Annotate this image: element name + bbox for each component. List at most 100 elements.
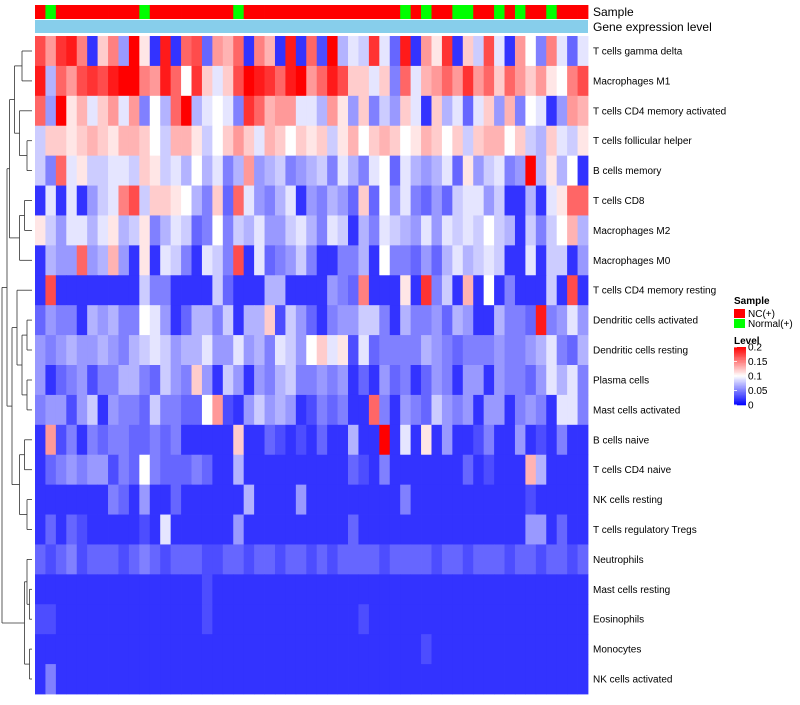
heatmap-cell xyxy=(337,454,349,486)
heatmap-cell xyxy=(306,155,318,186)
heatmap-cell xyxy=(514,394,526,426)
heatmap-cell xyxy=(546,634,558,665)
heatmap-cell xyxy=(118,514,130,545)
heatmap-cell xyxy=(410,544,422,575)
heatmap-cell xyxy=(483,215,495,246)
heatmap-cell xyxy=(108,394,119,426)
heatmap-cell xyxy=(97,365,109,396)
heatmap-cell xyxy=(212,424,224,456)
heatmap-cell xyxy=(118,484,130,515)
heatmap-cell xyxy=(66,245,78,276)
heatmap-cell xyxy=(55,484,67,515)
heatmap-cell xyxy=(128,365,140,396)
heatmap-cell xyxy=(567,245,578,276)
heatmap-cell xyxy=(431,245,443,276)
heatmap-cell xyxy=(431,544,443,575)
heatmap-cell xyxy=(306,185,318,216)
heatmap-cell xyxy=(514,36,526,67)
heatmap-cell xyxy=(274,664,286,695)
level-legend-gradient-step xyxy=(734,370,746,372)
heatmap-cell xyxy=(431,305,443,336)
heatmap-cell xyxy=(274,634,286,665)
heatmap-cell xyxy=(462,604,474,635)
heatmap-cell xyxy=(108,484,119,515)
heatmap-cell xyxy=(243,185,255,216)
heatmap-cell xyxy=(556,634,568,665)
heatmap-cell xyxy=(441,335,453,366)
heatmap-cell xyxy=(368,335,380,366)
heatmap-cell xyxy=(45,634,57,665)
heatmap-cell xyxy=(462,664,474,695)
heatmap-cell xyxy=(441,275,453,306)
row-label: Macrophages M0 xyxy=(593,256,671,267)
heatmap-cell xyxy=(504,275,516,306)
heatmap-cell xyxy=(222,215,234,246)
heatmap-cell xyxy=(400,484,412,515)
heatmap-cell xyxy=(567,185,578,216)
heatmap-cell xyxy=(337,664,349,695)
heatmap-cell xyxy=(368,394,380,426)
heatmap-cell xyxy=(233,574,245,605)
heatmap-cell xyxy=(76,215,88,246)
heatmap-cell xyxy=(222,185,234,216)
heatmap-cell xyxy=(264,125,276,157)
heatmap-cell xyxy=(473,185,485,216)
heatmap-cell xyxy=(66,305,78,336)
heatmap-cell xyxy=(389,634,401,665)
heatmap-cell xyxy=(55,664,67,695)
heatmap-cell xyxy=(45,335,57,366)
heatmap-cell xyxy=(358,275,370,306)
sample-annotation-cell xyxy=(327,5,338,19)
heatmap-cell xyxy=(348,245,359,276)
sample-legend-label: Normal(+) xyxy=(748,319,793,330)
heatmap-cell xyxy=(66,36,78,67)
level-legend-gradient-step xyxy=(734,368,746,371)
heatmap-cell xyxy=(264,155,276,186)
heatmap-cell xyxy=(191,664,203,695)
heatmap-cell xyxy=(222,634,234,665)
heatmap-cell xyxy=(139,544,151,575)
heatmap-cell xyxy=(128,185,140,216)
heatmap-cell xyxy=(285,335,297,366)
heatmap-cell xyxy=(139,215,151,246)
heatmap-cell xyxy=(170,95,182,127)
heatmap-cell xyxy=(233,36,245,67)
heatmap-cell xyxy=(55,454,67,486)
heatmap-cell xyxy=(108,454,119,486)
heatmap-cell xyxy=(473,305,485,336)
heatmap-cell xyxy=(55,514,67,545)
heatmap-cell xyxy=(556,514,568,545)
heatmap-cell xyxy=(118,95,130,127)
sample-annotation-cell xyxy=(441,5,453,19)
heatmap-cell xyxy=(128,394,140,426)
heatmap-cell xyxy=(66,394,78,426)
heatmap-cell xyxy=(410,305,422,336)
level-legend-gradient-step xyxy=(734,389,746,391)
heatmap-cell xyxy=(421,664,432,695)
heatmap-cell xyxy=(212,544,224,575)
heatmap-cell xyxy=(149,454,161,486)
heatmap-cell xyxy=(295,664,307,695)
heatmap-cell xyxy=(201,275,213,306)
heatmap-cell xyxy=(525,394,537,426)
heatmap-cell xyxy=(421,544,432,575)
heatmap-cell xyxy=(452,215,464,246)
heatmap-cell xyxy=(160,634,172,665)
heatmap-cell xyxy=(149,574,161,605)
heatmap-cell xyxy=(441,125,453,157)
heatmap-cell xyxy=(181,424,192,456)
heatmap-cell xyxy=(87,185,98,216)
heatmap-cell xyxy=(201,634,213,665)
heatmap-cell xyxy=(55,305,67,336)
heatmap-cell xyxy=(45,245,57,276)
heatmap-cell xyxy=(514,215,526,246)
heatmap-cell xyxy=(421,305,432,336)
heatmap-cell xyxy=(191,65,203,97)
heatmap-cell xyxy=(254,484,265,515)
heatmap-cell xyxy=(191,215,203,246)
heatmap-cell xyxy=(222,245,234,276)
heatmap-cell xyxy=(494,245,505,276)
heatmap-cell xyxy=(55,275,67,306)
heatmap-cell xyxy=(410,95,422,127)
